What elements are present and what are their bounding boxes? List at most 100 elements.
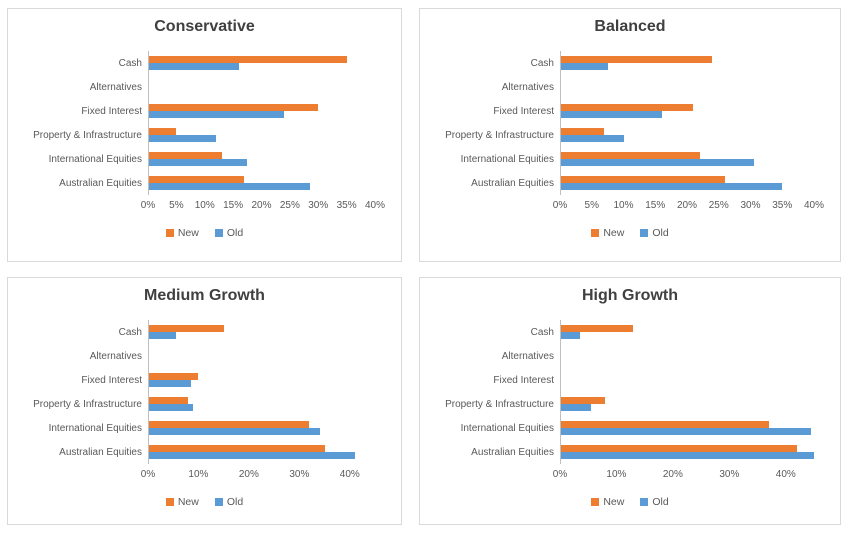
category-label: Alternatives xyxy=(501,350,554,362)
bar-group xyxy=(560,51,814,75)
x-axis-tick-label: 25% xyxy=(279,200,300,211)
category-label: Cash xyxy=(118,57,142,69)
bar-group xyxy=(560,344,814,368)
x-axis-tick-label: 0% xyxy=(552,200,568,211)
x-axis-tick-label: 10% xyxy=(194,200,215,211)
bar-group xyxy=(560,392,814,416)
y-axis-line xyxy=(148,51,149,195)
bar-new xyxy=(560,56,713,63)
category-row: International Equities xyxy=(8,416,401,440)
category-row: Australian Equities xyxy=(420,171,840,195)
bar-group xyxy=(148,416,375,440)
bar-old xyxy=(560,452,814,459)
x-axis-tick-label: 40% xyxy=(803,200,825,211)
bar-group xyxy=(560,416,814,440)
category-row: Australian Equities xyxy=(8,440,401,464)
legend-label-new: New xyxy=(603,496,625,508)
x-axis-tick-label: 0% xyxy=(140,200,156,211)
legend: New Old xyxy=(8,496,401,508)
chart-title: Medium Growth xyxy=(144,287,265,304)
bar-old xyxy=(148,135,217,142)
category-row: Cash xyxy=(420,320,840,344)
legend-item-old: Old xyxy=(640,227,669,239)
bar-new xyxy=(560,152,700,159)
bar-new xyxy=(148,397,189,404)
category-row: Property & Infrastructure xyxy=(8,392,401,416)
category-row: Fixed Interest xyxy=(420,368,840,392)
x-axis-tick-label: 15% xyxy=(645,200,666,211)
legend-swatch-old-icon xyxy=(214,498,223,506)
bar-new xyxy=(560,128,605,135)
bar-old xyxy=(148,332,176,339)
category-label: International Equities xyxy=(48,153,142,165)
bar-old xyxy=(148,452,355,459)
chart-title: Conservative xyxy=(154,18,255,35)
legend-label-old: Old xyxy=(652,227,669,239)
bar-old xyxy=(148,63,239,70)
chart-panel-medium-growth: Medium Growth Cash Alternatives Fixed In… xyxy=(7,277,402,525)
legend-item-old: Old xyxy=(214,227,243,239)
chart-title: Balanced xyxy=(594,18,666,35)
bar-old xyxy=(148,111,285,118)
x-axis-tick-label: 40% xyxy=(775,469,796,480)
bar-old xyxy=(148,428,320,435)
category-row: Fixed Interest xyxy=(420,99,840,123)
bar-old xyxy=(560,159,754,166)
x-axis-tick-label: 10% xyxy=(188,469,209,480)
bar-old xyxy=(148,380,191,387)
category-row: Property & Infrastructure xyxy=(420,392,840,416)
x-axis: 0% 5% 10% 15% 20% 25% 30% 35% 40% xyxy=(141,200,385,214)
x-axis-tick-label: 30% xyxy=(740,200,761,211)
bar-new xyxy=(148,421,310,428)
plot-area: Cash Alternatives Fixed Interest Propert… xyxy=(420,320,840,464)
category-row: Cash xyxy=(8,320,401,344)
legend-item-old: Old xyxy=(640,496,669,508)
bar-new xyxy=(148,56,347,63)
category-row: International Equities xyxy=(420,147,840,171)
legend: New Old xyxy=(420,496,840,508)
x-axis-tick-label: 5% xyxy=(584,200,599,211)
legend-swatch-old-icon xyxy=(640,498,649,506)
y-axis-line xyxy=(560,51,561,195)
legend-swatch-new-icon xyxy=(591,229,600,237)
category-label: Alternatives xyxy=(89,350,142,362)
bar-old xyxy=(560,404,592,411)
x-axis-tick-label: 30% xyxy=(289,469,310,480)
legend-item-new: New xyxy=(591,496,624,508)
bar-new xyxy=(148,152,222,159)
category-label: Alternatives xyxy=(89,81,142,93)
bar-group xyxy=(148,368,375,392)
legend: New Old xyxy=(8,227,401,239)
bar-new xyxy=(560,325,634,332)
bar-group xyxy=(560,368,814,392)
x-axis-tick-label: 5% xyxy=(169,200,184,211)
bar-group xyxy=(560,147,814,171)
category-row: International Equities xyxy=(8,147,401,171)
x-axis-tick-label: 20% xyxy=(251,200,272,211)
bar-new xyxy=(148,176,245,183)
bar-group xyxy=(560,171,814,195)
legend-item-old: Old xyxy=(214,496,243,508)
category-label: International Equities xyxy=(48,422,142,434)
bar-new xyxy=(560,176,726,183)
x-axis-tick-label: 20% xyxy=(676,200,698,211)
category-row: International Equities xyxy=(420,416,840,440)
x-axis: 0% 10% 20% 30% 40% xyxy=(141,469,375,483)
bar-new xyxy=(148,373,199,380)
bar-new xyxy=(148,104,319,111)
x-axis-tick-label: 0% xyxy=(140,469,156,480)
legend-item-new: New xyxy=(165,227,199,239)
legend-swatch-new-icon xyxy=(591,498,600,506)
category-row: Property & Infrastructure xyxy=(8,123,401,147)
bar-group xyxy=(148,51,375,75)
x-axis-tick-label: 40% xyxy=(364,200,386,211)
category-row: Cash xyxy=(8,51,401,75)
category-row: Fixed Interest xyxy=(8,99,401,123)
legend-item-new: New xyxy=(591,227,624,239)
legend-label-new: New xyxy=(177,496,199,508)
category-row: Fixed Interest xyxy=(8,368,401,392)
legend-label-old: Old xyxy=(652,496,669,508)
category-label: Fixed Interest xyxy=(493,105,554,117)
category-label: Alternatives xyxy=(501,81,554,93)
category-row: Alternatives xyxy=(420,75,840,99)
